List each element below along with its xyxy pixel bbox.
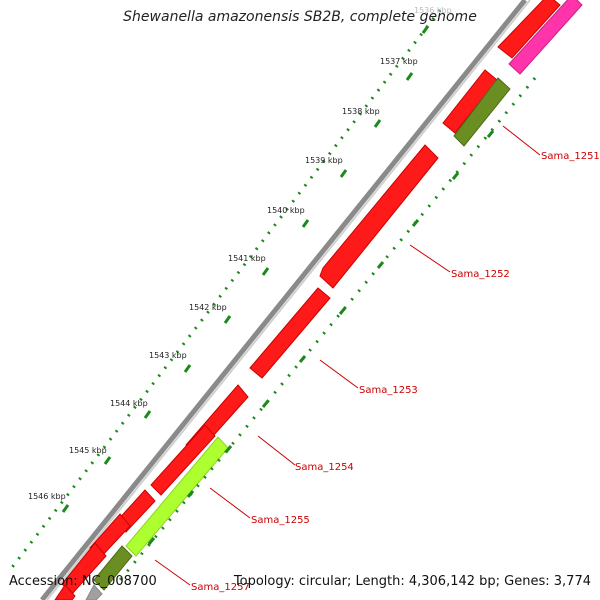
gene-label-sama-1255[interactable]: Sama_1255	[251, 515, 310, 526]
gene-label-sama-1253[interactable]: Sama_1253	[359, 385, 418, 396]
gene-label-sama-1251[interactable]: Sama_1251	[541, 151, 600, 162]
gene-arrow[interactable]	[150, 424, 216, 496]
gene-arrow[interactable]	[319, 144, 439, 289]
inner-dashed-ring	[118, 77, 537, 581]
gene-arrow[interactable]	[54, 584, 76, 600]
tick-label-1538: 1538 kbp	[342, 107, 380, 116]
gene-arrow[interactable]	[497, 0, 561, 59]
gene-label-sama-1254[interactable]: Sama_1254	[295, 462, 354, 473]
tick-label-1540: 1540 kbp	[267, 206, 305, 215]
gene-label-sama-1252[interactable]: Sama_1252	[451, 269, 510, 280]
gene-arrow-magenta[interactable]	[508, 0, 583, 75]
forward-strand-genes	[54, 0, 561, 600]
map-title: Shewanella amazonensis SB2B, complete ge…	[123, 9, 477, 25]
tick-label-1541: 1541 kbp	[228, 254, 266, 263]
tick-label-1544: 1544 kbp	[110, 399, 148, 408]
label-leader-lines	[154, 125, 541, 586]
tick-label-1539: 1539 kbp	[305, 156, 343, 165]
gene-arrow-olive-2[interactable]	[93, 545, 133, 591]
inner-ring-major-marks	[147, 130, 495, 545]
gene-arrow[interactable]	[249, 287, 331, 379]
outer-ring-major-ticks	[61, 25, 430, 513]
genome-backbone	[40, 0, 527, 600]
accession-text: Accession: NC_008700	[9, 574, 157, 589]
gene-arrow-grey[interactable]	[85, 584, 103, 600]
outer-dotted-ring	[8, 9, 442, 571]
tick-label-1546: 1546 kbp	[28, 492, 66, 501]
gene-arrow[interactable]	[442, 69, 498, 134]
gene-arrow-lime[interactable]	[125, 436, 229, 557]
genome-backbone-highlight	[46, 0, 531, 600]
tick-label-1543: 1543 kbp	[149, 351, 187, 360]
gene-label-sama-1257[interactable]: Sama_1257	[191, 582, 250, 593]
tick-label-1537: 1537 kbp	[380, 57, 418, 66]
gene-arrow-olive[interactable]	[453, 77, 511, 147]
genome-summary-text: Topology: circular; Length: 4,306,142 bp…	[233, 574, 591, 589]
tick-label-1542: 1542 kbp	[189, 303, 227, 312]
tick-label-1545: 1545 kbp	[69, 446, 107, 455]
tick-label-1536: 1536 kbp	[414, 6, 452, 15]
